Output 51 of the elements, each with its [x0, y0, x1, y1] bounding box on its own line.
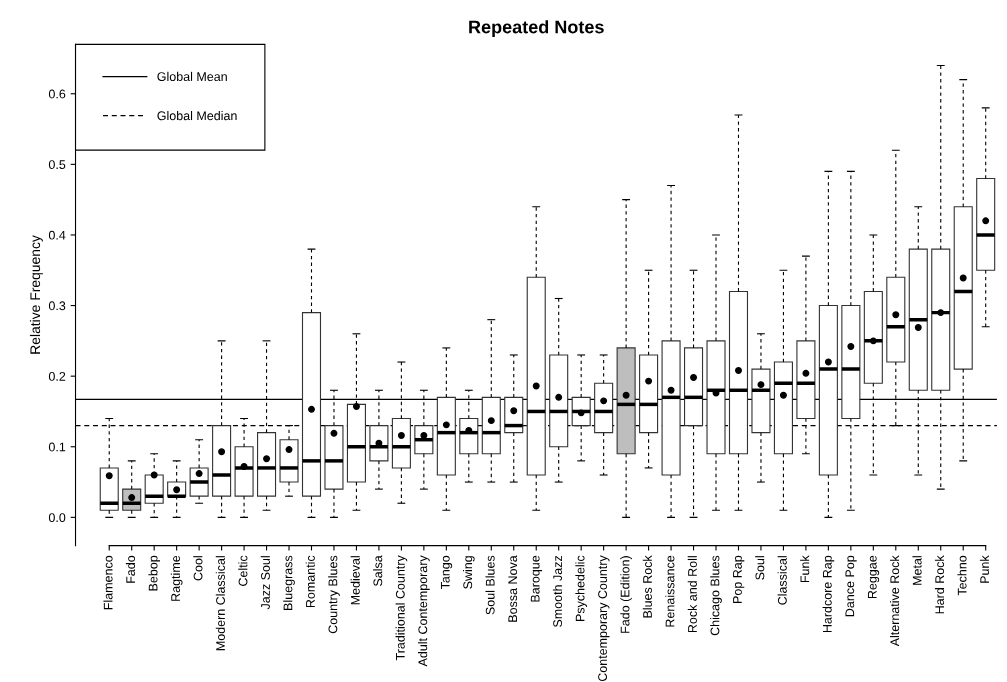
x-tick-label: Adult Contemporary [418, 555, 430, 667]
x-tick-label: Pop Rap [733, 555, 745, 603]
x-tick-label: Funk [800, 555, 810, 583]
x-tick-label: Medieval [350, 556, 360, 605]
y-tick-label: 0.4 [48, 230, 66, 240]
x-tick-label: Celtic [238, 555, 248, 586]
x-tick-label: Rock and Roll [687, 556, 697, 633]
chart-title: Repeated Notes [469, 20, 604, 37]
x-tick-label: Fado [125, 555, 136, 583]
x-tick-label: Country Blues [328, 555, 340, 634]
x-tick-label: Soul [755, 556, 765, 580]
legend-label: Global Median [157, 110, 237, 121]
x-tick-label: Renaissance [665, 555, 675, 627]
x-tick-label: Punk [979, 555, 990, 583]
x-tick-label: Jazz Soul [260, 556, 270, 610]
y-tick-label: 0.1 [48, 442, 66, 452]
x-tick-label: Smooth Jazz [552, 555, 563, 627]
x-tick-label: Traditional Country [395, 555, 408, 661]
y-tick-label: 0.3 [48, 301, 66, 311]
x-tick-label: Contemporary Country [598, 555, 610, 682]
x-tick-label: Swing [462, 556, 475, 589]
y-tick-label: 0.5 [48, 160, 66, 169]
x-tick-label: Soul Blues [485, 555, 495, 615]
x-tick-label: Romantic [305, 555, 315, 608]
x-tick-label: Baroque [530, 555, 543, 602]
x-tick-label: Cool [193, 556, 203, 581]
x-tick-label: Techno [957, 555, 967, 596]
x-tick-label: Modern Classical [215, 556, 225, 651]
x-tick-label: Bluegrass [283, 555, 295, 610]
x-tick-label: Dance Pop [845, 555, 857, 617]
x-tick-label: Metal [912, 556, 922, 585]
x-tick-label: Alternative Rock [889, 555, 900, 647]
x-tick-label: Reggae [867, 555, 880, 599]
x-tick-label: Classical [777, 556, 787, 605]
x-tick-label: Hardcore Rap [822, 555, 835, 633]
x-tick-label: Chicago Blues [710, 555, 722, 636]
y-tick-label: 0.0 [48, 513, 66, 523]
y-tick-label: 0.6 [48, 89, 66, 99]
legend-label: Global Mean [157, 71, 227, 82]
x-tick-label: Hard Rock [934, 555, 945, 614]
x-tick-label: Fado (Edition) [620, 556, 632, 633]
x-tick-label: Flamenco [103, 555, 113, 610]
x-tick-label: Salsa [373, 555, 383, 587]
y-tick-label: 0.2 [48, 371, 66, 381]
y-axis-title: Relative Frequency [29, 235, 43, 354]
x-tick-label: Bebop [148, 555, 161, 591]
x-tick-label: Psychedelic [575, 555, 587, 621]
x-tick-label: Blues Rock [642, 555, 652, 618]
x-tick-label: Bossa Nova [508, 555, 518, 622]
x-tick-label: Tango [440, 555, 453, 590]
x-tick-label: Ragtime [170, 555, 183, 601]
